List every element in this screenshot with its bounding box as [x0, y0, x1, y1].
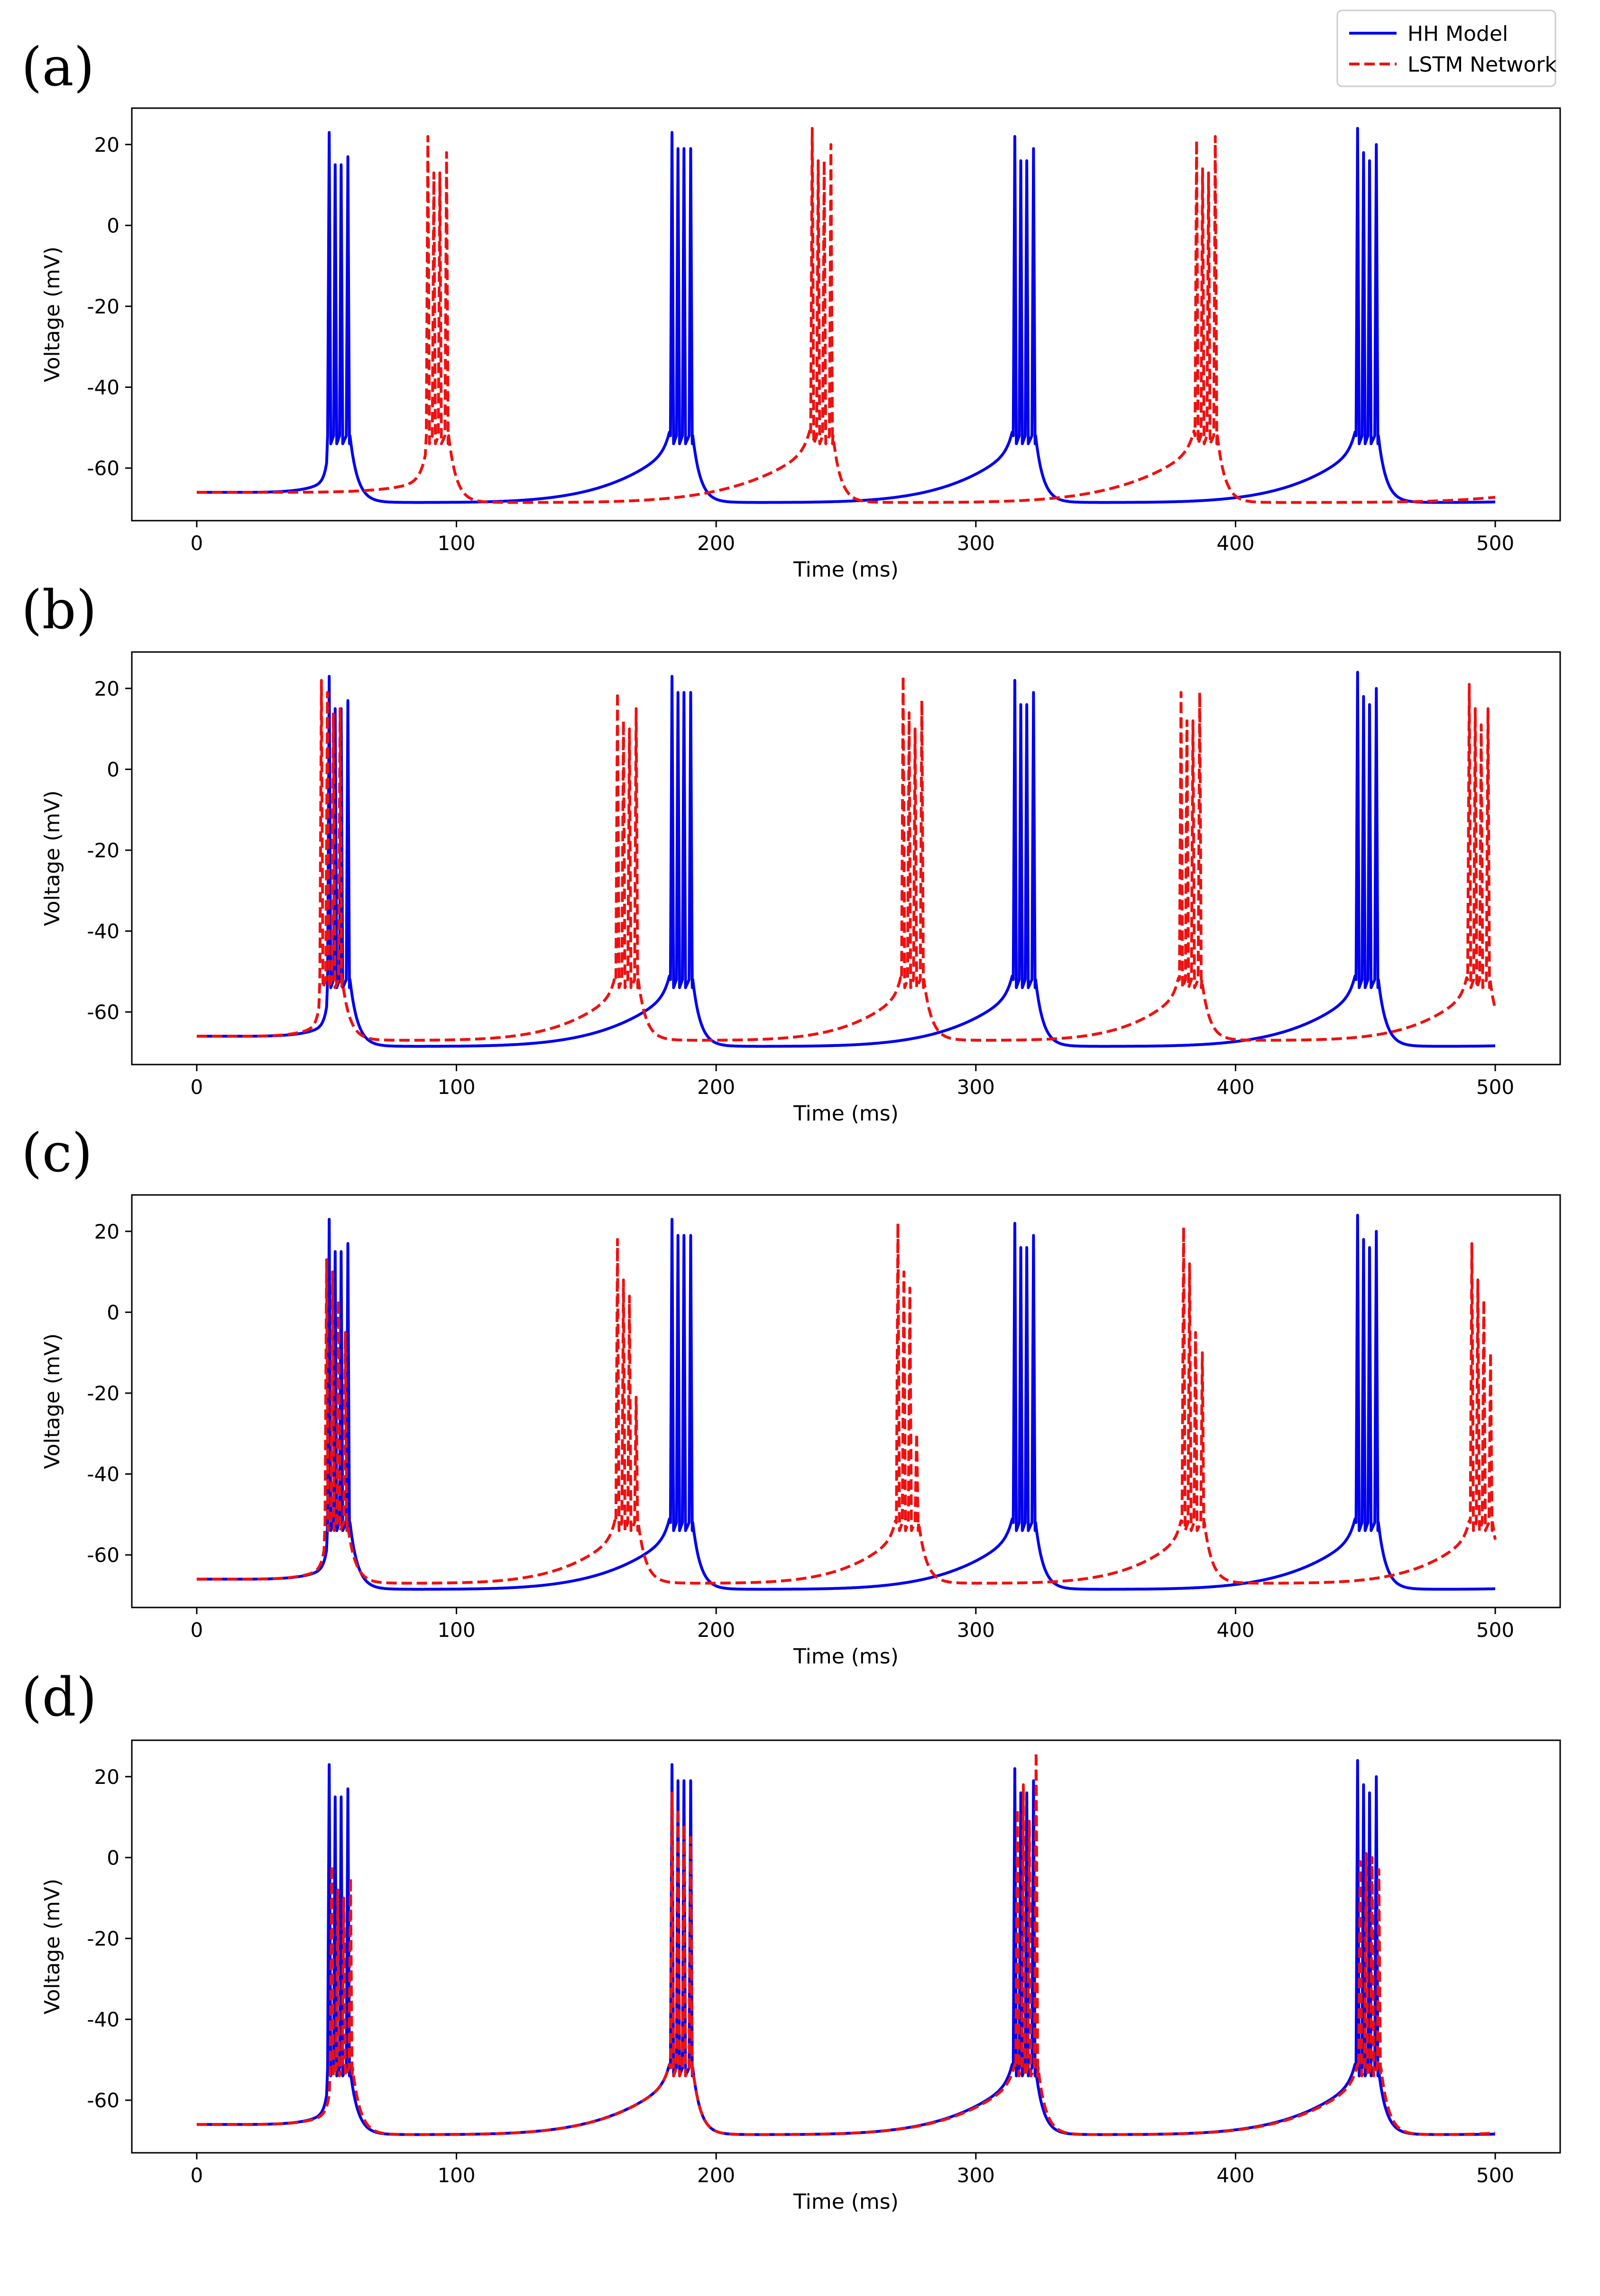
x-tick-label: 400: [1216, 1618, 1254, 1642]
x-tick-label: 400: [1216, 1075, 1254, 1099]
panel-b: (b) 0 100 200 300 400 500 -60 -40 -20 0 20 Time (ms)…: [21, 579, 1561, 1126]
y-tick-label: -60: [87, 457, 120, 480]
panel-label: (d): [21, 1667, 97, 1728]
y-tick-label: 0: [107, 1301, 120, 1324]
legend-hh-label: HH Model: [1407, 22, 1508, 46]
series-lstm-line: [196, 675, 1497, 1042]
series-lstm-line: [196, 1751, 1496, 2136]
panel-label: (a): [21, 37, 94, 98]
series-hh-line: [196, 1213, 1496, 1591]
y-tick-label: 20: [94, 1765, 120, 1789]
x-tick-label: 500: [1476, 1618, 1514, 1642]
y-tick-label: -40: [87, 920, 120, 943]
y-axis-label: Voltage (mV): [40, 1879, 64, 2014]
x-tick-label: 0: [191, 532, 203, 555]
x-tick-label: 0: [191, 1075, 203, 1099]
y-axis-label: Voltage (mV): [40, 790, 64, 926]
plot-frame: [131, 107, 1561, 522]
x-tick-label: 0: [191, 2164, 203, 2187]
y-tick-label: -20: [87, 295, 120, 318]
plot-frame: [131, 1194, 1561, 1608]
y-tick-label: -40: [87, 1463, 120, 1486]
y-tick-label: -20: [87, 1927, 120, 1950]
x-tick-label: 200: [697, 2164, 735, 2187]
x-axis-label: Time (ms): [793, 558, 899, 582]
panel-a: (a) 0 100 200 300 400 500 -60 -40 -20 0 20 Time (ms)…: [21, 37, 1561, 582]
y-tick-label: 20: [94, 1220, 120, 1243]
y-tick-label: 0: [107, 758, 120, 781]
series-lstm-line: [196, 1221, 1497, 1585]
y-tick-label: 0: [107, 214, 120, 237]
y-tick-label: -60: [87, 1543, 120, 1567]
plot-frame: [131, 1739, 1561, 2154]
panel-d: (d) 0 100 200 300 400 500 -60 -40 -20 0 20 Time (ms)…: [21, 1667, 1561, 2214]
y-tick-label: -60: [87, 2089, 120, 2112]
y-tick-label: -40: [87, 376, 120, 399]
y-axis-label: Voltage (mV): [40, 1333, 64, 1469]
x-tick-label: 400: [1216, 532, 1254, 555]
x-axis-label: Time (ms): [793, 2190, 899, 2214]
x-tick-label: 300: [957, 1618, 995, 1642]
x-axis-label: Time (ms): [793, 1102, 899, 1126]
panel-label: (c): [21, 1122, 92, 1184]
y-tick-label: 20: [94, 677, 120, 700]
x-axis-label: Time (ms): [793, 1644, 899, 1669]
y-tick-label: -60: [87, 1001, 120, 1024]
series-hh-line: [196, 127, 1496, 504]
y-axis-label: Voltage (mV): [40, 247, 64, 382]
y-tick-label: -20: [87, 1382, 120, 1405]
plot-frame: [131, 651, 1561, 1065]
x-tick-label: 500: [1476, 1075, 1514, 1099]
x-tick-label: 100: [437, 1075, 475, 1099]
y-tick-label: 0: [107, 1846, 120, 1869]
x-tick-label: 300: [957, 2164, 995, 2187]
legend-lstm-label: LSTM Network: [1407, 53, 1557, 77]
x-tick-label: 200: [697, 1618, 735, 1642]
x-tick-label: 500: [1476, 2164, 1514, 2187]
x-tick-label: 0: [191, 1618, 203, 1642]
y-tick-label: -20: [87, 839, 120, 862]
panel-label: (b): [21, 579, 97, 641]
x-tick-label: 100: [437, 1618, 475, 1642]
x-tick-label: 100: [437, 532, 475, 555]
x-tick-label: 300: [957, 532, 995, 555]
y-tick-label: -40: [87, 2008, 120, 2031]
x-tick-label: 200: [697, 1075, 735, 1099]
x-tick-label: 400: [1216, 2164, 1254, 2187]
y-tick-label: 20: [94, 133, 120, 156]
legend: HH Model LSTM Network: [1336, 9, 1557, 87]
legend-box: [1336, 9, 1556, 87]
x-tick-label: 300: [957, 1075, 995, 1099]
x-tick-label: 500: [1476, 532, 1514, 555]
series-hh-line: [196, 670, 1496, 1048]
series-lstm-line: [196, 127, 1496, 504]
x-tick-label: 100: [437, 2164, 475, 2187]
x-tick-label: 200: [697, 532, 735, 555]
panel-c: (c) 0 100 200 300 400 500 -60 -40 -20 0 20 Time (ms)…: [21, 1122, 1561, 1669]
